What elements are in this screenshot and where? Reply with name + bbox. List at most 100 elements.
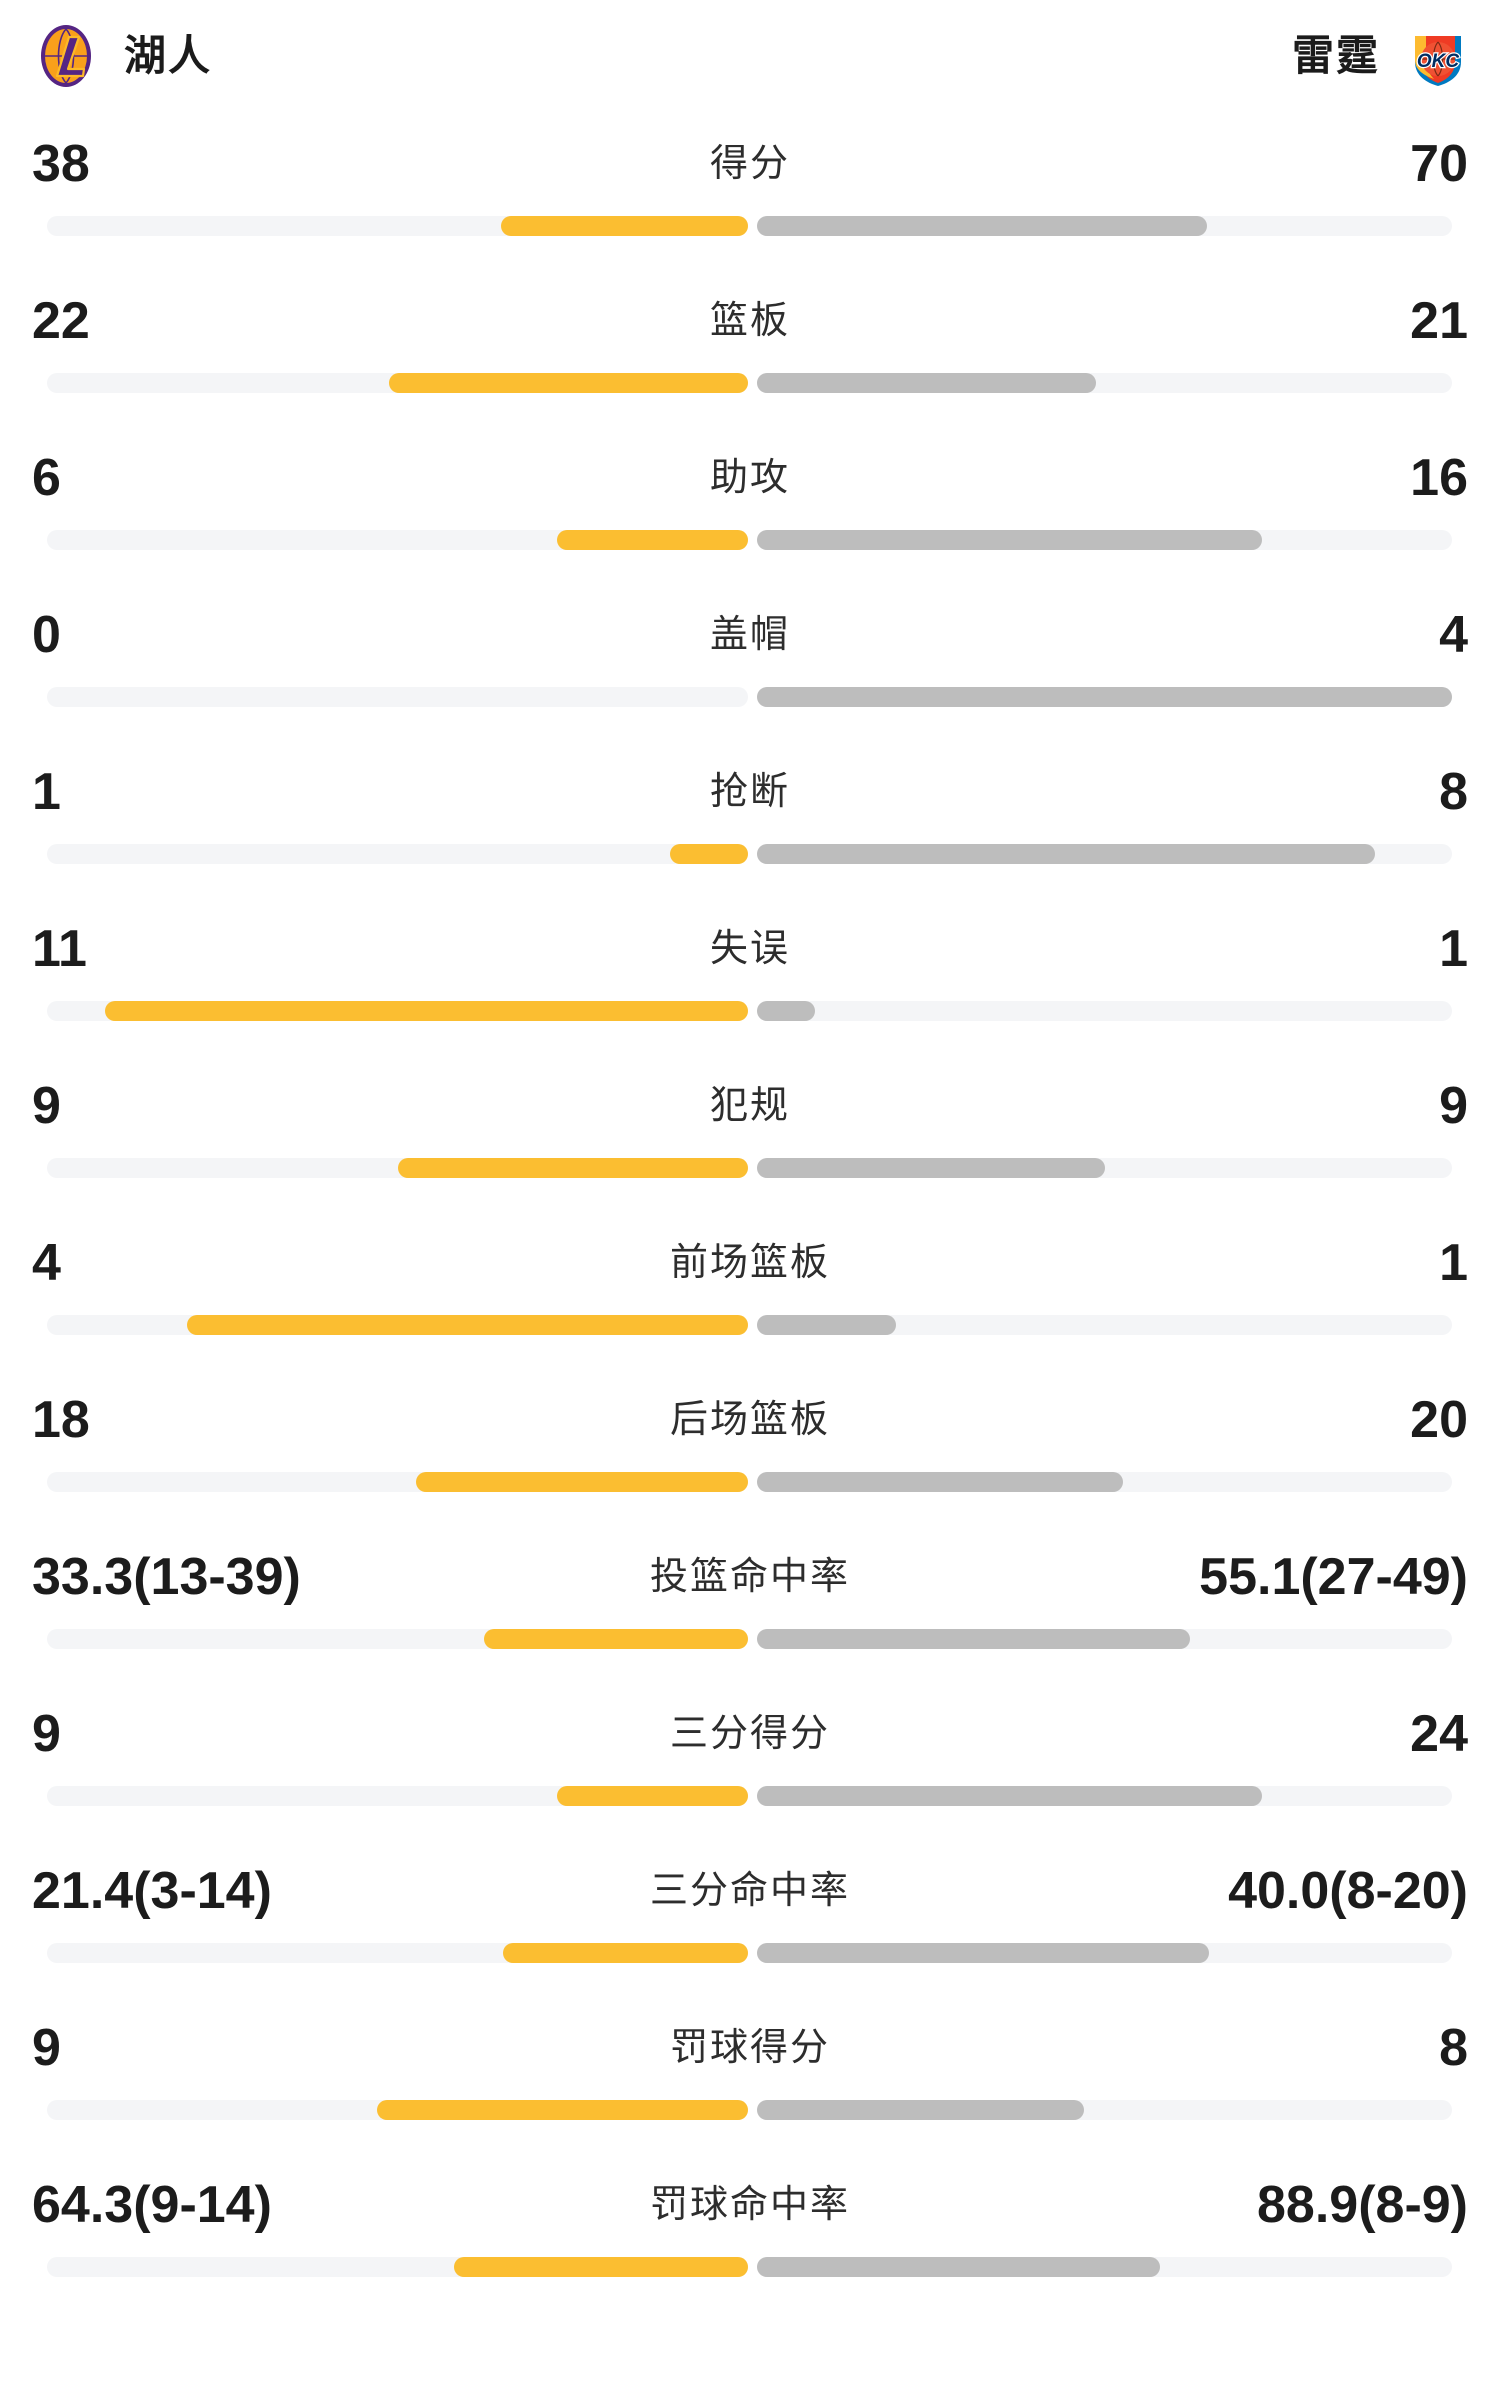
stat-row: 1 抢断 8	[0, 740, 1500, 897]
lakers-logo-icon	[30, 20, 102, 92]
home-bar-track	[47, 844, 748, 864]
away-stat-value: 4	[1439, 606, 1468, 664]
stat-row-values: 1 抢断 8	[0, 756, 1500, 828]
away-bar-fill	[757, 1315, 896, 1335]
stat-rows-list: 38 得分 70 22 篮板 21 6 助攻 16 0 盖帽 4 1 抢断 8 11 失误 1 9 犯规 9 4 前场篮板 1…	[0, 112, 1500, 2310]
away-bar-track	[757, 1315, 1452, 1335]
stat-bar	[47, 1786, 1452, 1806]
stat-row: 21.4(3-14) 三分命中率 40.0(8-20)	[0, 1839, 1500, 1996]
stat-bar	[47, 2100, 1452, 2120]
stat-label: 盖帽	[709, 614, 790, 656]
away-team[interactable]: 雷霆 OKC	[1292, 20, 1474, 92]
home-bar-fill	[483, 1629, 748, 1649]
away-bar-track	[757, 1629, 1452, 1649]
away-bar-track	[757, 1158, 1452, 1178]
home-stat-value: 9	[32, 2019, 61, 2077]
stat-bar	[47, 687, 1452, 707]
stat-row-values: 4 前场篮板 1	[0, 1227, 1500, 1299]
stat-row-values: 18 后场篮板 20	[0, 1384, 1500, 1456]
stat-row-values: 0 盖帽 4	[0, 599, 1500, 671]
home-bar-fill	[187, 1315, 748, 1335]
home-bar-fill	[415, 1472, 748, 1492]
home-stat-value: 22	[32, 292, 90, 350]
home-bar-fill	[453, 2257, 748, 2277]
stat-row: 0 盖帽 4	[0, 583, 1500, 740]
away-bar-fill	[757, 1158, 1105, 1178]
away-bar-fill	[757, 2257, 1161, 2277]
away-bar-track	[757, 2100, 1452, 2120]
stat-bar	[47, 844, 1452, 864]
stat-label: 得分	[709, 143, 790, 185]
stat-label: 抢断	[709, 771, 790, 813]
away-team-name: 雷霆	[1291, 32, 1380, 79]
home-bar-track	[47, 216, 748, 236]
home-stat-value: 1	[32, 763, 61, 821]
away-bar-track	[757, 1943, 1452, 1963]
home-bar-track	[47, 1786, 748, 1806]
stat-row-values: 38 得分 70	[0, 128, 1500, 200]
home-team[interactable]: 湖人	[30, 20, 212, 92]
stat-row-values: 11 失误 1	[0, 913, 1500, 985]
stat-row: 6 助攻 16	[0, 426, 1500, 583]
away-bar-fill	[757, 216, 1208, 236]
home-bar-fill	[503, 1943, 748, 1963]
home-bar-fill	[397, 1158, 748, 1178]
stat-row-values: 9 罚球得分 8	[0, 2012, 1500, 2084]
stat-row: 38 得分 70	[0, 112, 1500, 269]
home-bar-track	[47, 687, 748, 707]
stat-bar	[47, 1472, 1452, 1492]
stat-bar	[47, 1158, 1452, 1178]
stat-bar	[47, 373, 1452, 393]
away-stat-value: 8	[1439, 763, 1468, 821]
stat-bar	[47, 1629, 1452, 1649]
away-stat-value: 1	[1439, 920, 1468, 978]
away-bar-fill	[757, 530, 1263, 550]
away-bar-track	[757, 216, 1452, 236]
home-stat-value: 6	[32, 449, 61, 507]
away-stat-value: 9	[1439, 1077, 1468, 1135]
stat-label: 失误	[709, 928, 790, 970]
away-stat-value: 20	[1410, 1391, 1468, 1449]
home-stat-value: 38	[32, 135, 90, 193]
home-bar-track	[47, 530, 748, 550]
home-bar-track	[47, 1315, 748, 1335]
svg-text:OKC: OKC	[1417, 51, 1460, 72]
home-bar-fill	[501, 216, 748, 236]
stat-label: 篮板	[709, 300, 790, 342]
stat-row: 4 前场篮板 1	[0, 1211, 1500, 1368]
home-stat-value: 18	[32, 1391, 90, 1449]
away-stat-value: 21	[1410, 292, 1468, 350]
home-bar-track	[47, 1472, 748, 1492]
away-bar-fill	[757, 1629, 1190, 1649]
stat-bar	[47, 1943, 1452, 1963]
stat-bar	[47, 1001, 1452, 1021]
away-stat-value: 24	[1410, 1705, 1468, 1763]
away-bar-fill	[757, 1943, 1210, 1963]
home-bar-fill	[377, 2100, 748, 2120]
away-stat-value: 70	[1410, 135, 1468, 193]
away-bar-fill	[757, 373, 1097, 393]
home-stat-value: 9	[32, 1077, 61, 1135]
stat-row: 18 后场篮板 20	[0, 1368, 1500, 1525]
away-stat-value: 40.0(8-20)	[1228, 1862, 1468, 1920]
stat-label: 三分得分	[669, 1713, 830, 1755]
away-bar-track	[757, 373, 1452, 393]
home-stat-value: 21.4(3-14)	[32, 1862, 272, 1920]
away-bar-fill	[757, 2100, 1085, 2120]
home-bar-fill	[389, 373, 748, 393]
home-stat-value: 11	[32, 920, 87, 978]
stat-row: 9 犯规 9	[0, 1054, 1500, 1211]
stat-row: 33.3(13-39) 投篮命中率 55.1(27-49)	[0, 1525, 1500, 1682]
away-bar-track	[757, 530, 1452, 550]
stat-row-values: 64.3(9-14) 罚球命中率 88.9(8-9)	[0, 2169, 1500, 2241]
stat-row: 64.3(9-14) 罚球命中率 88.9(8-9)	[0, 2153, 1500, 2310]
home-bar-fill	[556, 530, 748, 550]
away-stat-value: 88.9(8-9)	[1257, 2176, 1468, 2234]
away-bar-track	[757, 1472, 1452, 1492]
away-bar-fill	[757, 844, 1375, 864]
away-bar-fill	[757, 687, 1452, 707]
away-stat-value: 1	[1439, 1234, 1468, 1292]
home-stat-value: 4	[32, 1234, 61, 1292]
home-stat-value: 64.3(9-14)	[32, 2176, 272, 2234]
